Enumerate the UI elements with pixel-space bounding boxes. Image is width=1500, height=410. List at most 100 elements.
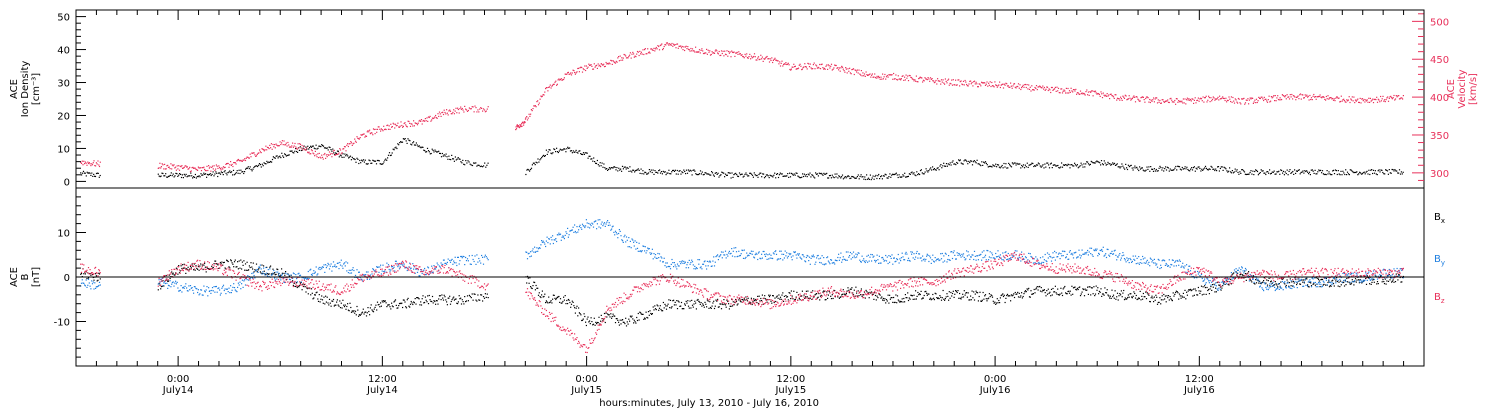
bx-series-point xyxy=(824,299,826,301)
density-series-point xyxy=(193,176,195,178)
density-series-point xyxy=(975,162,977,164)
bx-series-point xyxy=(1125,298,1127,300)
velocity-series-point xyxy=(1027,88,1029,90)
velocity-series-point xyxy=(553,83,555,85)
bx-series-point xyxy=(172,272,174,274)
velocity-series-point xyxy=(300,147,302,149)
density-series-point xyxy=(292,151,294,154)
density-series-point xyxy=(676,169,678,172)
bx-series-point xyxy=(407,297,409,299)
bx-series-point xyxy=(578,312,580,314)
velocity-series-point xyxy=(959,81,961,83)
velocity-series-point xyxy=(1298,98,1300,100)
bx-series-point xyxy=(403,299,405,301)
velocity-series-point xyxy=(779,61,781,63)
bx-series-point xyxy=(1344,280,1346,282)
density-series-point xyxy=(374,160,376,162)
velocity-series-point xyxy=(1042,85,1044,87)
velocity-series-point xyxy=(746,57,749,59)
velocity-series-point xyxy=(940,79,943,81)
by-series-point xyxy=(99,284,101,286)
bx-series-point xyxy=(368,310,370,313)
density-series-point xyxy=(569,147,571,149)
velocity-series-point xyxy=(882,73,884,75)
bx-series-point xyxy=(555,298,557,301)
bx-series-point xyxy=(578,307,580,309)
velocity-series-point xyxy=(517,126,519,128)
bx-series-point xyxy=(966,292,968,294)
density-series-point xyxy=(210,174,212,177)
velocity-series-point xyxy=(1186,99,1188,101)
velocity-series-point xyxy=(329,153,331,156)
bx-series-point xyxy=(436,300,438,302)
density-series-point xyxy=(1300,171,1302,174)
velocity-series-point xyxy=(617,57,619,59)
by-series-point xyxy=(398,264,400,266)
by-series-point xyxy=(215,286,217,288)
velocity-series-point xyxy=(254,154,256,156)
bx-series-point xyxy=(843,293,845,295)
velocity-series-point xyxy=(275,143,277,145)
velocity-series-point xyxy=(1068,90,1071,92)
by-series-point xyxy=(167,287,169,289)
velocity-series-point xyxy=(931,78,933,80)
density-series-point xyxy=(730,177,732,179)
density-series-point xyxy=(802,175,805,178)
density-series-point xyxy=(369,160,371,162)
bx-series-point xyxy=(281,268,283,270)
by-series-point xyxy=(480,262,482,264)
density-series-point xyxy=(250,168,252,171)
bx-series-point xyxy=(294,285,296,287)
velocity-series-point xyxy=(1396,96,1398,98)
density-series-point xyxy=(1310,169,1312,171)
by-series-point xyxy=(319,268,321,271)
density-series-point xyxy=(1361,173,1363,175)
velocity-series-point xyxy=(438,115,440,117)
density-series-point xyxy=(1110,164,1112,166)
density-series-point xyxy=(81,174,83,176)
velocity-series-point xyxy=(1308,99,1310,101)
bx-series-point xyxy=(1240,273,1242,275)
bx-series-point xyxy=(981,300,983,302)
density-series-point xyxy=(206,173,209,176)
density-series-point xyxy=(634,170,637,172)
density-series-point xyxy=(1292,170,1294,173)
density-series-point xyxy=(1126,168,1129,171)
velocity-series-point xyxy=(167,166,170,168)
density-series-point xyxy=(1176,169,1178,171)
velocity-series-point xyxy=(1001,83,1003,86)
density-series-point xyxy=(158,175,160,177)
velocity-series-point xyxy=(750,58,752,60)
velocity-series-point xyxy=(477,109,479,111)
velocity-series-point xyxy=(775,59,777,61)
bx-series-point xyxy=(570,303,573,305)
density-series-point xyxy=(1370,169,1372,171)
by-series-point xyxy=(440,262,442,264)
by-series-point xyxy=(293,273,295,275)
density-series-point xyxy=(1029,164,1031,166)
bx-series-point xyxy=(458,295,460,297)
bx-series-point xyxy=(599,323,601,325)
velocity-series-point xyxy=(1095,92,1097,94)
bx-series-point xyxy=(590,317,592,319)
density-series-point xyxy=(424,150,426,152)
bx-series-point xyxy=(678,301,680,303)
bx-series-point xyxy=(1308,286,1310,288)
velocity-series-point xyxy=(1184,98,1186,100)
velocity-series-point xyxy=(673,43,675,45)
velocity-series-point xyxy=(1138,99,1140,101)
bx-series-point xyxy=(376,309,378,311)
velocity-series-point xyxy=(1109,98,1111,100)
density-series-point xyxy=(1193,166,1195,168)
bx-series-point xyxy=(562,300,564,303)
velocity-series-point xyxy=(594,66,596,68)
bx-series-point xyxy=(987,298,989,300)
bx-series-point xyxy=(673,299,675,301)
velocity-series-point xyxy=(845,67,847,69)
by-series-point xyxy=(589,227,591,229)
density-series-point xyxy=(897,176,899,179)
density-series-point xyxy=(326,147,328,149)
bx-series-point xyxy=(221,261,223,263)
velocity-series-point xyxy=(1115,94,1117,96)
velocity-series-point xyxy=(1077,92,1079,94)
